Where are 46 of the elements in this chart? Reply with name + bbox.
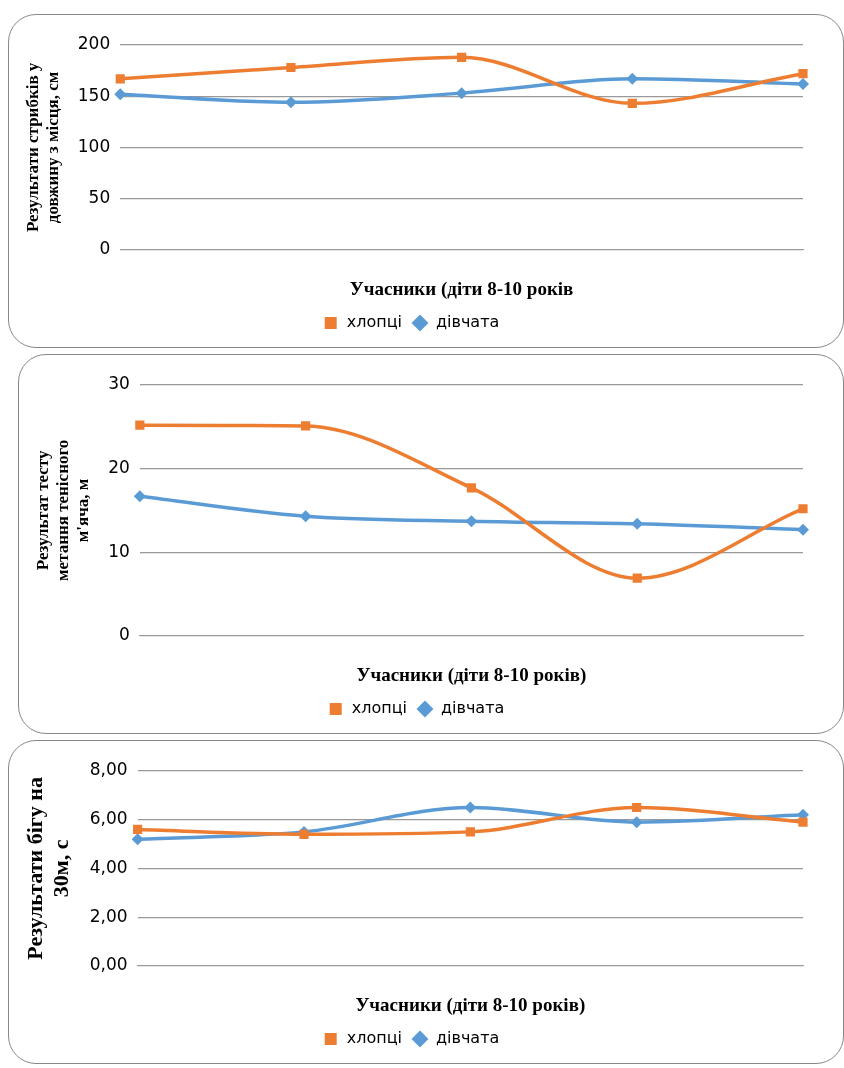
y-tick-label: 50	[88, 187, 111, 208]
point	[632, 802, 642, 813]
y-tick-label: 4,00	[89, 856, 128, 877]
point	[301, 421, 311, 431]
point	[465, 827, 475, 837]
point	[299, 510, 312, 523]
y-tick-label: 10	[108, 540, 130, 561]
y-tick-label: 20	[108, 457, 130, 478]
legend-label: дівчата	[435, 1028, 500, 1048]
point	[632, 573, 642, 583]
point	[133, 824, 143, 835]
y-tick-label: 200	[77, 33, 111, 54]
y-tick-label: 2,00	[89, 905, 128, 926]
point	[286, 62, 296, 73]
y-tick-label: 150	[77, 84, 111, 105]
y-axis-title: Результати стрибків у довжину з місця, см	[22, 62, 62, 233]
x-axis-title: Учасники (діти 8-10 років	[349, 277, 574, 300]
legend-label: хлопці	[346, 1028, 402, 1048]
point	[798, 504, 808, 514]
y-tick-label: 6,00	[89, 808, 128, 829]
legend-label: хлопці	[351, 698, 407, 718]
y-axis-title: Результати бігу на 30м, с	[21, 777, 74, 960]
point	[797, 523, 809, 536]
y-tick-label: 0	[119, 624, 130, 645]
point	[133, 490, 146, 503]
point	[131, 833, 144, 846]
x-axis-title: Учасники (діти 8-10 років)	[356, 663, 587, 686]
y-tick-label: 30	[108, 373, 130, 394]
y-tick-label: 0,00	[89, 954, 128, 975]
point	[135, 420, 145, 430]
legend-label: дівчата	[440, 698, 505, 718]
y-tick-label: 0	[99, 238, 111, 259]
point	[797, 77, 809, 90]
point	[457, 52, 467, 62]
point	[466, 483, 477, 493]
point	[299, 829, 309, 839]
point	[798, 817, 808, 827]
y-axis-title: Результат тесту метання тенісного м'яча, м	[32, 439, 93, 582]
y-tick-label: 100	[77, 135, 111, 156]
point	[627, 98, 637, 108]
legend-label: дівчата	[435, 312, 500, 332]
point	[115, 74, 125, 84]
x-axis-title: Учасники (діти 8-10 років)	[355, 993, 586, 1016]
legend-label: хлопці	[346, 312, 402, 332]
y-tick-label: 8,00	[89, 759, 128, 780]
point	[798, 69, 808, 79]
